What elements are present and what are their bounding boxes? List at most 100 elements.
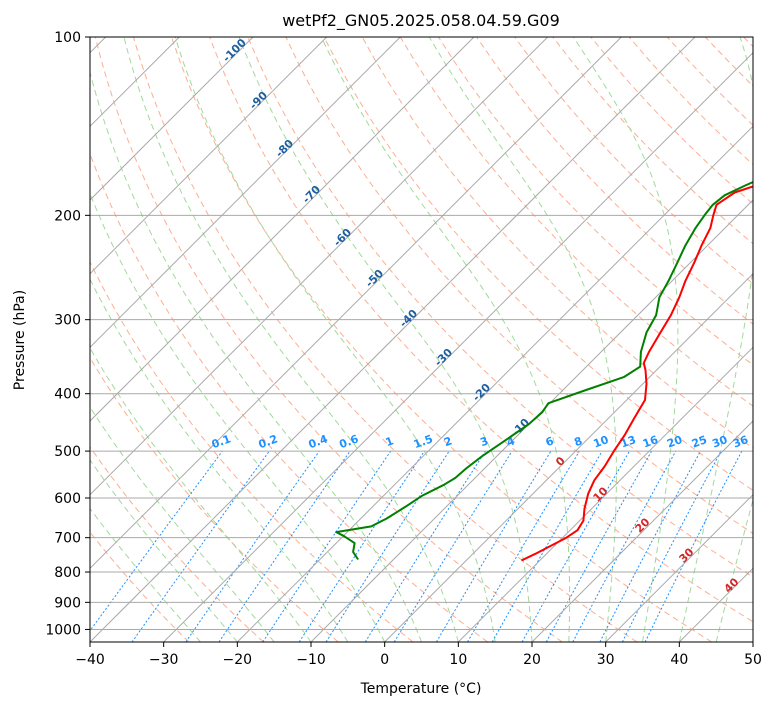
x-tick-label: −20 (223, 652, 253, 668)
isotherm-line (678, 567, 753, 642)
dry-adiabat-line (90, 531, 190, 642)
moist-adiabat-line (752, 640, 753, 642)
moist-adiabat-line (90, 192, 386, 642)
moist-adiabat-label: 20 (633, 515, 653, 535)
dry-adiabat-line (90, 446, 264, 642)
isotherm-line (457, 346, 753, 642)
y-tick-label: 1000 (45, 622, 81, 638)
mixing-ratio-line (218, 450, 351, 642)
mixing-ratio-label: 13 (619, 433, 638, 450)
x-tick-label: 20 (523, 652, 541, 668)
mixing-ratio-line (393, 450, 513, 642)
dry-adiabat-label: -30 (432, 346, 455, 369)
mixing-ratio-label: 3 (478, 434, 490, 449)
isotherm-line (90, 37, 622, 570)
moist-adiabat-label: 30 (677, 545, 697, 565)
y-tick-label: 100 (54, 30, 81, 46)
plot-area: -100-90-80-70-60-50-40-30-20-10010203040… (90, 36, 753, 642)
dry-adiabat-line (94, 37, 563, 642)
mixing-ratio-line (521, 450, 630, 642)
isotherm-line (752, 641, 753, 642)
mixing-ratio-line (298, 450, 425, 642)
mixing-ratio-line (262, 450, 392, 642)
moist-adiabat-line (320, 37, 571, 642)
y-axis: 100 200 300 400 500 600 700 800 900 1000 (45, 30, 90, 638)
dry-adiabat-label: -100 (220, 36, 249, 65)
y-tick-label: 200 (54, 208, 81, 224)
y-tick-label: 700 (54, 531, 81, 547)
isotherm-line (90, 37, 401, 349)
y-tick-label: 500 (54, 444, 81, 460)
moist-adiabat-line (123, 37, 459, 642)
dry-adiabat-line (704, 37, 753, 87)
mixing-ratio-line (644, 450, 743, 642)
dry-adiabat-line (285, 37, 753, 535)
mixing-ratio-label: 0.4 (307, 432, 330, 451)
isotherms (90, 37, 753, 642)
mixing-ratio-label: 1 (384, 434, 396, 449)
dry-adiabat-label: -20 (470, 381, 493, 404)
moist-adiabat-line (90, 459, 238, 642)
dry-adiabats (90, 37, 753, 642)
dry-adiabat-line (476, 37, 753, 325)
mixing-ratio-label: 16 (641, 433, 660, 451)
mixing-ratio-label: 1.5 (412, 432, 435, 451)
isotherm-line (163, 51, 753, 642)
mixing-ratio-line (185, 450, 320, 642)
isotherm-line (236, 125, 753, 642)
mixing-ratio-label: 10 (592, 433, 611, 451)
mixing-ratio-label: 0.1 (210, 432, 233, 451)
x-tick-label: 30 (597, 652, 615, 668)
mixing-ratio-line (90, 450, 223, 632)
plot-frame (89, 36, 754, 643)
mixing-ratio-label: 6 (544, 434, 556, 449)
x-tick-label: −40 (75, 652, 105, 668)
mixing-ratio-line (572, 450, 677, 642)
dry-adiabat-label: -90 (247, 89, 270, 112)
mixing-ratio-label: 20 (665, 433, 684, 451)
mixing-ratio-line (467, 450, 580, 642)
x-axis: −40 −30 −20 −10 0 10 20 30 40 50 (75, 642, 762, 668)
isobars (90, 37, 753, 630)
moist-adiabat-line (90, 507, 201, 642)
dewpoint-line (335, 180, 753, 561)
dry-adiabat-line (171, 37, 712, 642)
isotherm-line (90, 37, 254, 201)
moist-adiabat-line (715, 497, 753, 642)
x-tick-label: 0 (380, 652, 389, 668)
chart-title: wetPf2_GN05.2025.058.04.59.G09 (282, 11, 560, 31)
isotherm-line (531, 420, 753, 642)
y-tick-label: 400 (54, 387, 81, 403)
mixing-ratio-line (325, 450, 450, 642)
moist-adiabat-line (428, 37, 617, 642)
isotherm-line (310, 199, 753, 642)
mixing-ratio-label: 25 (690, 433, 709, 450)
x-axis-title: Temperature (°C) (360, 681, 482, 697)
y-axis-title: Pressure (hPa) (12, 290, 28, 390)
moist-adiabat-line (90, 278, 349, 642)
dry-adiabat-line (209, 37, 753, 623)
dry-adiabat-label: -80 (273, 137, 296, 160)
y-tick-label: 300 (54, 313, 81, 329)
adiabat-labels: -100-90-80-70-60-50-40-30-20-10010203040… (210, 36, 750, 596)
profile-series (335, 180, 753, 562)
isotherm-line (605, 493, 753, 642)
mixing-ratio-label: 0.6 (338, 432, 361, 451)
y-tick-label: 900 (54, 595, 81, 611)
mixing-ratio-line (621, 450, 722, 642)
mixing-ratio-label: 8 (572, 434, 584, 449)
dry-adiabat-label: -40 (397, 307, 420, 330)
dry-adiabat-line (90, 260, 414, 642)
isotherm-line (90, 37, 328, 275)
moist-adiabat-line (90, 347, 312, 642)
moist-adiabat-line (238, 37, 533, 642)
isotherm-line (90, 37, 696, 642)
dry-adiabat-line (90, 356, 339, 642)
y-tick-label: 600 (54, 491, 81, 507)
dry-adiabat-line (743, 37, 753, 48)
moist-adiabat-label: 10 (591, 484, 611, 504)
x-tick-label: 50 (744, 652, 762, 668)
x-tick-label: −10 (296, 652, 326, 668)
mixing-ratio-label: 30 (710, 433, 729, 451)
